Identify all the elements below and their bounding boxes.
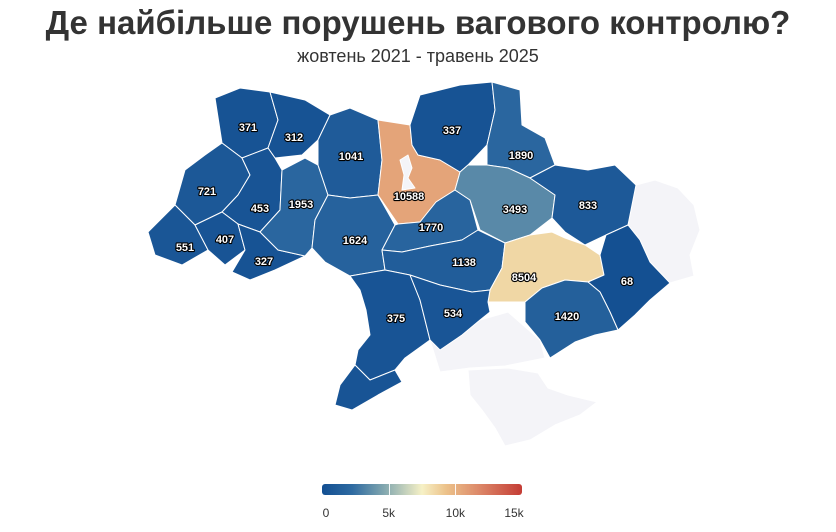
kyiv-city: [399, 154, 416, 191]
region-68[interactable]: [587, 224, 671, 331]
region-label-1138: 1138: [452, 257, 476, 269]
region-1420[interactable]: [524, 279, 619, 359]
legend-tick-label: 5k: [382, 506, 395, 520]
map-subtitle: жовтень 2021 - травень 2025: [297, 46, 539, 66]
region-375-odesa-south[interactable]: [334, 364, 403, 411]
region-label-721: 721: [198, 186, 216, 198]
region-label-453: 453: [251, 203, 269, 215]
region-label-1890: 1890: [509, 150, 533, 162]
region-label-337: 337: [443, 125, 461, 137]
legend-tick-line: [455, 484, 457, 495]
region-label-551: 551: [176, 242, 194, 254]
region-label-1953: 1953: [289, 199, 313, 211]
region-label-1420: 1420: [555, 311, 579, 323]
value-labels: 371 312 721 453 551 407 327 1953 1041 16…: [175, 121, 635, 326]
region-312[interactable]: [267, 91, 331, 159]
color-legend: 0 5k 10k 15k: [322, 484, 524, 528]
region-label-1624: 1624: [343, 235, 368, 247]
legend-tick-label: 15k: [504, 506, 524, 520]
no-data-areas: [429, 179, 701, 447]
region-label-1770: 1770: [419, 222, 443, 234]
region-label-534: 534: [444, 308, 463, 320]
region-label-1041: 1041: [339, 151, 363, 163]
legend-tick-line: [388, 484, 390, 495]
map-title: Де найбільше порушень вагового контролю?: [45, 4, 791, 41]
legend-tick-label: 0: [322, 506, 330, 520]
legend-gradient-bar: [322, 484, 522, 495]
region-label-312: 312: [285, 132, 303, 144]
regions-layer: [147, 81, 671, 411]
region-label-407: 407: [216, 234, 234, 246]
region-label-8504: 8504: [512, 272, 537, 284]
legend-tick-label: 10k: [445, 506, 466, 520]
no-data-south: [429, 311, 546, 373]
region-label-10588: 10588: [394, 191, 425, 203]
region-label-833: 833: [579, 200, 597, 212]
region-label-371: 371: [239, 122, 257, 134]
region-label-68: 68: [621, 276, 633, 288]
region-534[interactable]: [409, 274, 491, 351]
region-label-375: 375: [387, 313, 405, 325]
region-1890[interactable]: [486, 81, 556, 179]
no-data-crimea: [467, 367, 598, 447]
region-label-3493: 3493: [503, 204, 527, 216]
region-337[interactable]: [409, 81, 496, 173]
region-label-327: 327: [255, 256, 273, 268]
